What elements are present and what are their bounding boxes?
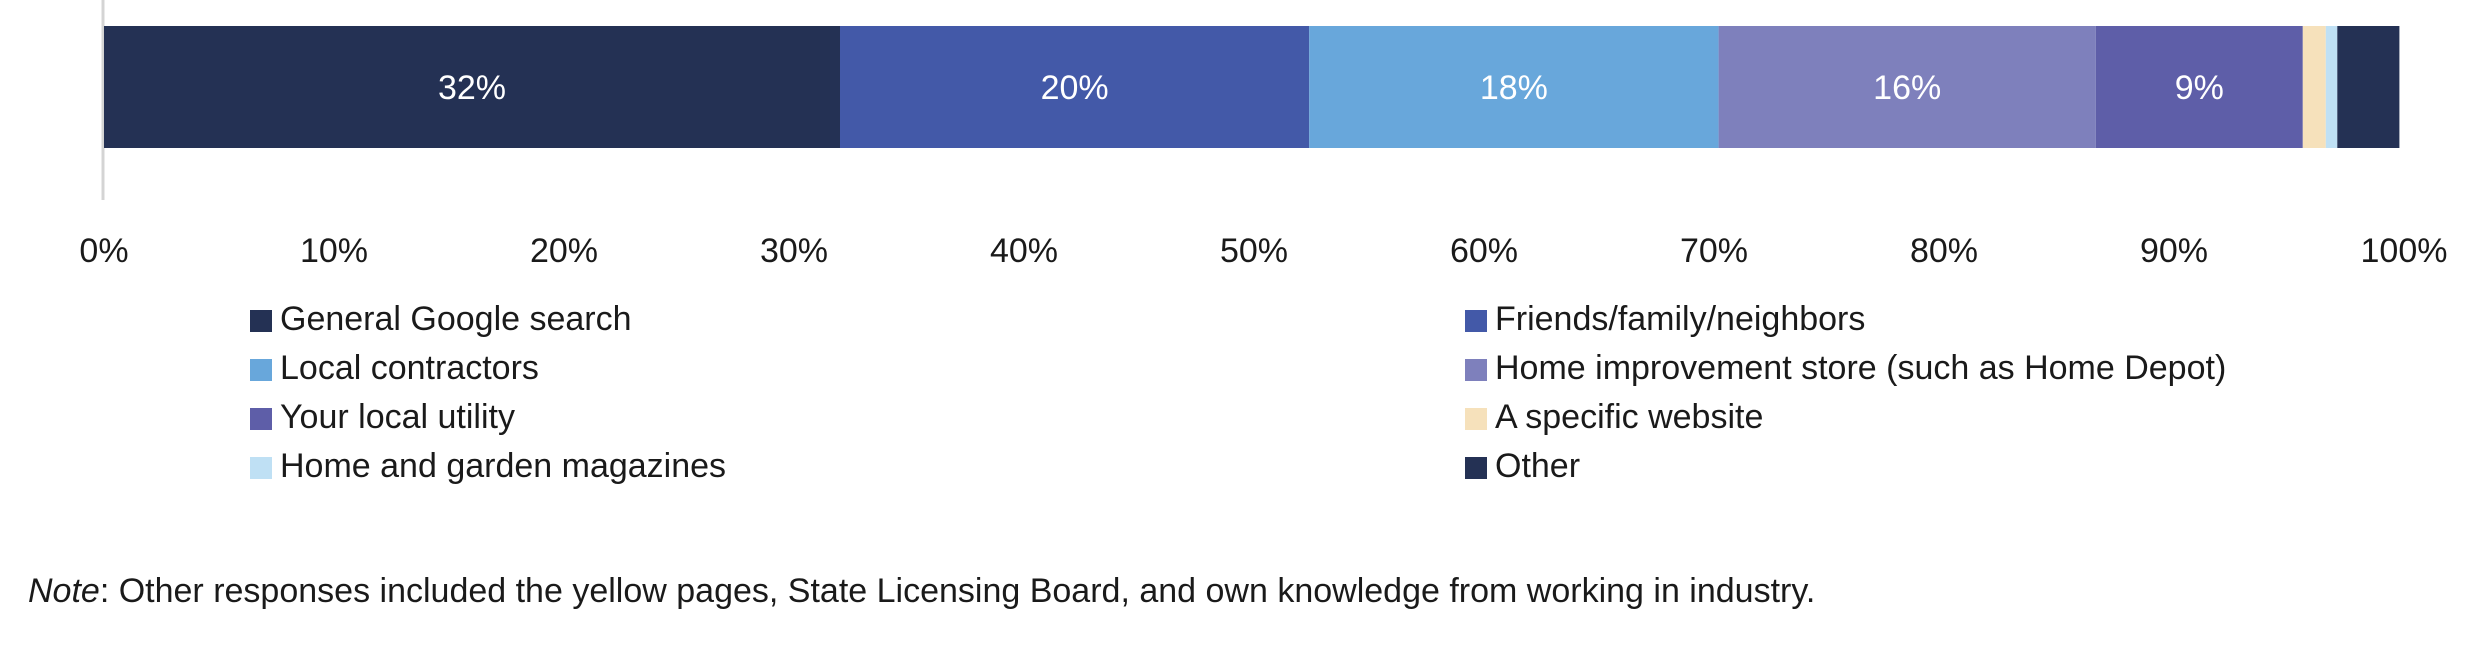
x-tick-label: 10% bbox=[300, 232, 368, 270]
bar-segment-friends-family-neighbors bbox=[840, 26, 1310, 148]
legend-swatch-home-improvement-store-such-as-home-depot bbox=[1465, 359, 1487, 381]
bar-value-labels: 32% 20% 18% 16% 9% bbox=[438, 69, 2224, 107]
x-tick-label: 100% bbox=[2361, 232, 2448, 270]
bar-segment-local-contractors bbox=[1309, 26, 1719, 148]
bar-segment-other bbox=[2337, 26, 2400, 148]
note-text: : Other responses included the yellow pa… bbox=[99, 572, 1816, 610]
bar-label-friends-family-neighbors: 20% bbox=[1041, 69, 1109, 107]
note-prefix: Note bbox=[28, 572, 100, 610]
chart-note: Note: Other responses included the yello… bbox=[28, 572, 1815, 611]
x-tick-label: 60% bbox=[1450, 232, 1518, 270]
legend: General Google search Friends/family/neig… bbox=[250, 300, 2226, 485]
x-tick-label: 30% bbox=[760, 232, 828, 270]
x-tick-label: 70% bbox=[1680, 232, 1748, 270]
legend-label-other: Other bbox=[1495, 447, 1580, 485]
bar-segment-your-local-utility bbox=[2095, 26, 2303, 148]
legend-label-your-local-utility: Your local utility bbox=[280, 398, 515, 436]
legend-swatch-a-specific-website bbox=[1465, 408, 1487, 430]
bar-segment-home-and-garden-magazines bbox=[2325, 26, 2338, 148]
bar-label-your-local-utility: 9% bbox=[2175, 69, 2224, 107]
bar-label-general-google-search: 32% bbox=[438, 69, 506, 107]
legend-swatch-your-local-utility bbox=[250, 408, 272, 430]
legend-swatch-friends-family-neighbors bbox=[1465, 310, 1487, 332]
legend-label-a-specific-website: A specific website bbox=[1495, 398, 1763, 436]
legend-label-friends-family-neighbors: Friends/family/neighbors bbox=[1495, 300, 1865, 338]
bar-segments bbox=[104, 26, 2400, 148]
x-tick-label: 90% bbox=[2140, 232, 2208, 270]
x-tick-label: 50% bbox=[1220, 232, 1288, 270]
bar-label-home-improvement-store-such-as-home-depot: 16% bbox=[1873, 69, 1941, 107]
legend-label-home-and-garden-magazines: Home and garden magazines bbox=[280, 447, 726, 485]
x-tick-label: 80% bbox=[1910, 232, 1978, 270]
x-axis-tick-labels: 0% 10% 20% 30% 40% 50% 60% 70% 80% 90% 100% bbox=[79, 232, 2447, 270]
legend-label-local-contractors: Local contractors bbox=[280, 349, 539, 387]
legend-swatch-local-contractors bbox=[250, 359, 272, 381]
bar-segment-home-improvement-store-such-as-home-depot bbox=[1718, 26, 2096, 148]
x-tick-label: 20% bbox=[530, 232, 598, 270]
legend-label-home-improvement-store-such-as-home-depot: Home improvement store (such as Home Dep… bbox=[1495, 349, 2226, 387]
legend-label-general-google-search: General Google search bbox=[280, 300, 632, 338]
x-tick-label: 0% bbox=[79, 232, 128, 270]
legend-swatch-general-google-search bbox=[250, 310, 272, 332]
bar-segment-general-google-search bbox=[104, 26, 840, 148]
bar-segment-a-specific-website bbox=[2302, 26, 2326, 148]
legend-swatch-home-and-garden-magazines bbox=[250, 457, 272, 479]
x-tick-label: 40% bbox=[990, 232, 1058, 270]
bar-label-local-contractors: 18% bbox=[1480, 69, 1548, 107]
legend-swatch-other bbox=[1465, 457, 1487, 479]
